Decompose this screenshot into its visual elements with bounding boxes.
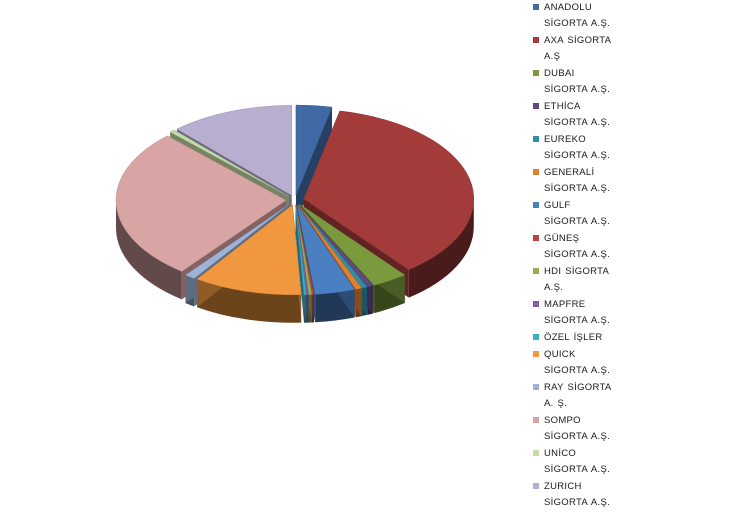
legend-swatch bbox=[533, 103, 539, 109]
legend-swatch bbox=[533, 202, 539, 208]
legend-swatch bbox=[533, 384, 539, 390]
legend-label: UNİCO SİGORTA A.Ş. bbox=[544, 448, 611, 475]
pie-slice bbox=[295, 104, 333, 196]
legend-item: RAY SİGORTA A. Ş. bbox=[533, 380, 728, 412]
pie-slice bbox=[296, 204, 356, 295]
legend-item: AXA SİGORTA A.Ş bbox=[533, 33, 728, 65]
legend-swatch bbox=[533, 235, 539, 241]
legend-swatch bbox=[533, 351, 539, 357]
legend-swatch bbox=[533, 483, 539, 489]
legend-item: ETHİCA SİGORTA A.Ş. bbox=[533, 99, 728, 131]
pie-slice-edge bbox=[295, 204, 305, 323]
pie-chart bbox=[115, 104, 474, 323]
legend-item: UNİCO SİGORTA A.Ş. bbox=[533, 446, 728, 478]
legend-label: QUICK SİGORTA A.Ş. bbox=[544, 349, 611, 376]
legend-swatch bbox=[533, 268, 539, 274]
pie-slice bbox=[176, 105, 292, 196]
legend-label: ZURICH SİGORTA A.Ş. bbox=[544, 481, 611, 508]
pie-slice bbox=[298, 204, 363, 290]
legend-swatch bbox=[533, 450, 539, 456]
legend-label: MAPFRE SİGORTA A.Ş. bbox=[544, 299, 611, 326]
legend-item: ANADOLU SİGORTA A.Ş. bbox=[533, 0, 728, 32]
legend-label: EUREKO SİGORTA A.Ş. bbox=[544, 134, 611, 161]
legend-label: RAY SİGORTA A. Ş. bbox=[544, 382, 611, 409]
legend-item: ÖZEL İŞLER bbox=[533, 330, 728, 346]
legend-label: SOMPO SİGORTA A.Ş. bbox=[544, 415, 611, 442]
pie-slice bbox=[298, 204, 368, 289]
pie-chart-area bbox=[115, 104, 474, 323]
legend-label: ÖZEL İŞLER bbox=[544, 332, 603, 343]
legend-item: QUICK SİGORTA A.Ş. bbox=[533, 347, 728, 379]
pie-slice-side bbox=[116, 200, 182, 300]
legend-item: ZURICH SİGORTA A.Ş. bbox=[533, 479, 728, 511]
pie-slice bbox=[115, 135, 287, 272]
legend-label: GULF SİGORTA A.Ş. bbox=[544, 200, 611, 227]
pie-slice bbox=[184, 203, 290, 279]
legend-item: GENERALİ SİGORTA A.Ş. bbox=[533, 165, 728, 197]
pie-slice-side bbox=[408, 198, 474, 298]
legend-item: GÜNEŞ SİGORTA A.Ş. bbox=[533, 231, 728, 263]
legend-swatch bbox=[533, 70, 539, 76]
legend-swatch bbox=[533, 136, 539, 142]
pie-slice bbox=[295, 204, 307, 296]
pie-slice-edge bbox=[295, 107, 333, 224]
pie-slice bbox=[196, 204, 302, 296]
legend-item: EUREKO SİGORTA A.Ş. bbox=[533, 132, 728, 164]
legend-item: MAPFRE SİGORTA A.Ş. bbox=[533, 297, 728, 329]
pie-slice bbox=[169, 129, 289, 197]
legend-item: SOMPO SİGORTA A.Ş. bbox=[533, 413, 728, 445]
legend-swatch bbox=[533, 417, 539, 423]
legend-label: ETHİCA SİGORTA A.Ş. bbox=[544, 101, 611, 128]
pie-slice bbox=[299, 203, 406, 286]
legend-swatch bbox=[533, 4, 539, 10]
legend-swatch bbox=[533, 37, 539, 43]
pie-slice bbox=[303, 110, 474, 270]
legend-label: GÜNEŞ SİGORTA A.Ş. bbox=[544, 233, 611, 260]
legend-label: HDI SİGORTA A.Ş. bbox=[544, 266, 609, 293]
pie-slice-side bbox=[197, 279, 302, 323]
legend-label: DUBAI SİGORTA A.Ş. bbox=[544, 68, 611, 95]
legend-item: HDI SİGORTA A.Ş. bbox=[533, 264, 728, 296]
legend-swatch bbox=[533, 169, 539, 175]
legend-label: GENERALİ SİGORTA A.Ş. bbox=[544, 167, 611, 194]
legend-item: DUBAI SİGORTA A.Ş. bbox=[533, 66, 728, 98]
legend-swatch bbox=[533, 301, 539, 307]
pie-slice bbox=[298, 204, 374, 288]
legend-label: ANADOLU SİGORTA A.Ş. bbox=[544, 2, 611, 29]
legend-label: AXA SİGORTA A.Ş bbox=[544, 35, 611, 62]
chart-legend: ANADOLU SİGORTA A.Ş. AXA SİGORTA A.Ş DUBAI… bbox=[533, 0, 728, 512]
legend-item: GULF SİGORTA A.Ş. bbox=[533, 198, 728, 230]
legend-swatch bbox=[533, 334, 539, 340]
